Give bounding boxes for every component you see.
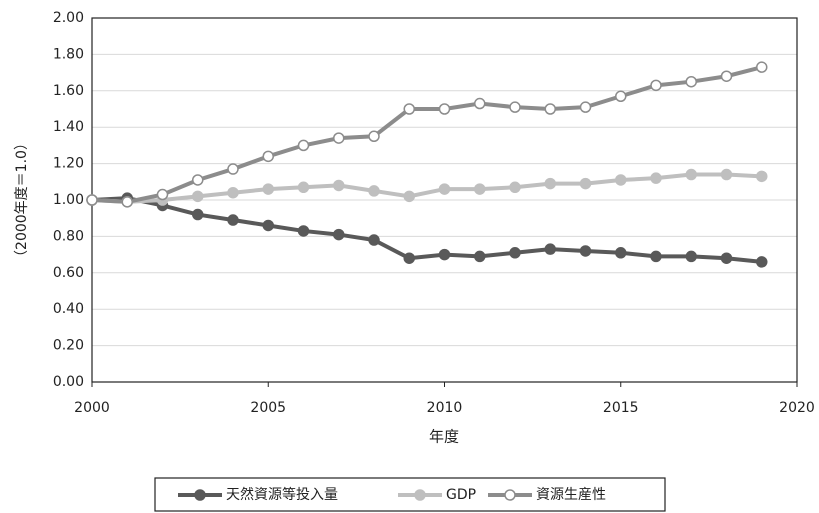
- data-point: [615, 90, 627, 103]
- data-point: [227, 214, 239, 226]
- series-line: [91, 172, 762, 204]
- data-point: [368, 130, 380, 143]
- data-point: [474, 183, 486, 195]
- data-point: [509, 181, 521, 194]
- series-line: [91, 196, 762, 264]
- data-point: [297, 139, 310, 152]
- data-point: [720, 252, 733, 264]
- data-point: [685, 75, 697, 88]
- data-point: [756, 61, 768, 73]
- data-point: [650, 79, 662, 92]
- data-point: [579, 101, 592, 113]
- data-point: [720, 168, 733, 181]
- y-tick-label: 1.60: [53, 83, 84, 99]
- y-tick-label: 2.00: [53, 10, 84, 26]
- data-point: [227, 163, 239, 175]
- data-point: [650, 250, 662, 263]
- data-point: [403, 252, 415, 264]
- data-point: [650, 172, 662, 184]
- data-point: [756, 170, 768, 183]
- data-point: [579, 177, 592, 190]
- data-point: [262, 183, 274, 195]
- data-point: [685, 250, 697, 263]
- y-tick-label: 1.20: [53, 156, 84, 172]
- x-tick-label: 2000: [74, 400, 110, 416]
- y-tick-label: 0.40: [53, 301, 84, 317]
- data-point: [333, 228, 345, 241]
- legend-marker: [414, 489, 426, 501]
- y-tick-label: 1.80: [53, 46, 84, 62]
- legend-label: 天然資源等投入量: [226, 486, 338, 503]
- data-point: [544, 103, 556, 115]
- data-point: [685, 168, 697, 181]
- data-point: [474, 250, 486, 263]
- data-point: [192, 174, 204, 186]
- legend-label: GDP: [446, 487, 476, 503]
- data-point: [720, 70, 733, 82]
- x-tick-label: 2020: [779, 400, 815, 416]
- data-point: [262, 150, 274, 163]
- x-axis-label: 年度: [429, 428, 459, 446]
- legend-label: 資源生産性: [536, 487, 606, 503]
- data-point: [509, 247, 521, 259]
- data-point: [333, 132, 345, 144]
- data-point: [192, 190, 204, 203]
- data-point: [333, 179, 345, 192]
- series-line: [91, 65, 763, 204]
- data-point: [438, 183, 451, 195]
- y-tick-label: 0.60: [53, 265, 84, 281]
- y-axis-label: （2000年度＝1.0）: [14, 136, 30, 264]
- data-point: [227, 186, 239, 199]
- data-point: [403, 103, 415, 115]
- data-point: [368, 234, 380, 246]
- y-tick-label: 1.40: [53, 119, 84, 135]
- legend-marker: [194, 489, 206, 501]
- x-tick-label: 2015: [603, 400, 639, 416]
- x-tick-label: 2010: [427, 400, 463, 416]
- data-point: [403, 190, 415, 203]
- data-point: [297, 181, 310, 194]
- data-point: [544, 177, 556, 190]
- y-tick-label: 0.00: [53, 374, 84, 390]
- data-point: [438, 103, 451, 115]
- y-tick-label: 1.00: [53, 192, 84, 208]
- data-point: [509, 101, 521, 113]
- data-point: [756, 256, 768, 268]
- y-tick-label: 0.80: [53, 228, 84, 244]
- y-tick-label: 0.20: [53, 338, 84, 354]
- data-point: [438, 248, 451, 261]
- data-point: [262, 219, 274, 232]
- data-point: [156, 188, 169, 201]
- data-point: [544, 243, 556, 255]
- data-point: [368, 185, 380, 197]
- data-point: [615, 247, 627, 259]
- data-point: [474, 97, 486, 110]
- x-tick-label: 2005: [250, 400, 286, 416]
- data-point: [297, 225, 310, 237]
- data-point: [615, 174, 627, 186]
- data-point: [121, 196, 133, 208]
- data-point: [192, 208, 204, 221]
- data-point: [86, 194, 98, 206]
- legend-marker: [504, 489, 516, 501]
- data-point: [579, 245, 592, 257]
